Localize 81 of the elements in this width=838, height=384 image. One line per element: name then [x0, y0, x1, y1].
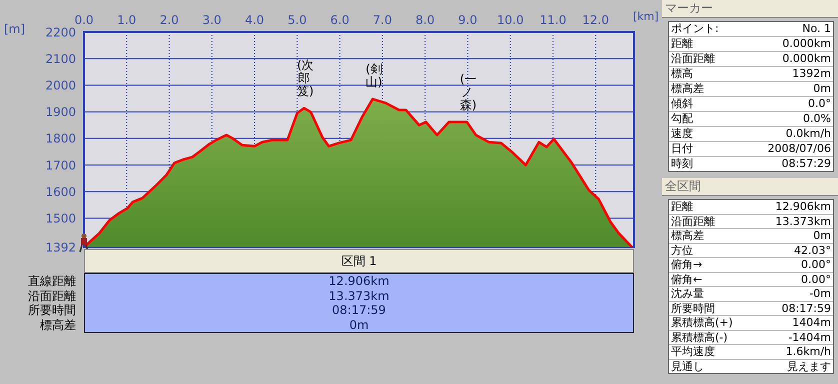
y-tick-label: 1700: [45, 158, 76, 172]
text: 見通し: [671, 360, 704, 373]
text: 0m: [813, 229, 831, 242]
x-tick-label: 1.0: [117, 13, 136, 27]
y-tick-label: 1600: [45, 184, 76, 199]
text: 42.03°: [794, 244, 831, 257]
y-tick-label: 2100: [45, 52, 76, 66]
x-tick-label: 3.0: [202, 13, 222, 27]
text: 08:17:59: [782, 302, 831, 315]
text: 累積標高(-): [671, 330, 728, 344]
y-tick-label: 1800: [45, 132, 76, 146]
y-tick-label: 1900: [45, 105, 76, 120]
text: 0m: [348, 318, 370, 332]
text: 0.00°: [801, 272, 831, 286]
x-tick-label: 10.0: [496, 13, 524, 27]
text: No. 1: [802, 22, 831, 36]
text: 全区間: [662, 178, 838, 196]
text: 2008/07/06: [768, 142, 831, 156]
text: 13.373km: [328, 288, 390, 302]
y-tick-label: 1392: [45, 240, 76, 254]
text: 勾配: [671, 112, 693, 126]
y-axis-title: [m]: [4, 22, 26, 36]
annotation: (次郎笈): [297, 58, 314, 98]
y-tick-label: 1500: [45, 212, 76, 226]
text: 時刻: [671, 157, 693, 171]
text: 俯角←: [671, 272, 702, 286]
text: 標高差: [40, 318, 76, 332]
text: 1392m: [792, 67, 831, 81]
text: 距離: [671, 200, 693, 214]
x-tick-label: 12.0: [582, 13, 609, 27]
text: 日付: [671, 142, 693, 156]
text: 標高差: [671, 82, 704, 96]
text: 沿面距離: [28, 288, 76, 302]
text: 0.000km: [782, 52, 831, 66]
text: 標高差: [671, 229, 704, 242]
text: 13.373km: [775, 214, 831, 228]
text: 速度: [671, 127, 693, 141]
x-axis-title: [km]: [633, 10, 659, 23]
text: 08:17:59: [331, 303, 387, 317]
x-tick-label: 0.0: [74, 13, 94, 27]
text: 12.906km: [775, 200, 831, 214]
text: 0.0%: [803, 112, 831, 126]
text: 所要時間: [671, 302, 715, 315]
text: 沈み量: [671, 287, 704, 300]
text: 平均速度: [671, 345, 715, 358]
text: 0.000km: [782, 37, 831, 51]
text: 傾斜: [671, 97, 693, 111]
text: 0.00°: [801, 258, 831, 272]
x-tick-label: 8.0: [416, 13, 435, 27]
text: 12.906km: [328, 274, 390, 288]
text: 沿面距離: [671, 52, 715, 66]
y-tick-label: 2000: [45, 78, 76, 92]
text: 0.0km/h: [786, 127, 831, 141]
text: 累積標高(+): [671, 316, 733, 330]
x-tick-label: 2.0: [160, 13, 179, 27]
text: 沿面距離: [671, 214, 715, 228]
text: 距離: [671, 37, 693, 51]
x-tick-label: 11.0: [540, 13, 566, 27]
text: 見えます: [787, 360, 831, 373]
text: 0.0°: [808, 97, 831, 111]
text: 0m: [813, 82, 831, 96]
annotation: (一ノ森): [460, 72, 477, 112]
x-tick-label: 4.0: [244, 13, 264, 27]
text: 1.6km/h: [786, 345, 831, 358]
text: ポイント:: [671, 22, 719, 36]
x-tick-label: 5.0: [288, 13, 307, 27]
text: 標高: [671, 67, 693, 81]
text: 08:57:29: [782, 157, 831, 171]
text: 俯角→: [671, 258, 702, 272]
text: -1404m: [788, 330, 831, 344]
text: 所要時間: [28, 303, 76, 317]
text: 直線距離: [28, 274, 76, 288]
text: -0m: [809, 287, 831, 300]
y-tick-label: 2200: [45, 25, 76, 40]
text: 1404m: [792, 316, 831, 330]
x-tick-label: 6.0: [330, 13, 350, 27]
x-tick-label: 7.0: [372, 13, 392, 27]
x-tick-label: 9.0: [458, 13, 478, 27]
text: 区間 1: [84, 249, 634, 273]
text: 方位: [671, 244, 693, 257]
text: マーカー: [662, 0, 838, 18]
